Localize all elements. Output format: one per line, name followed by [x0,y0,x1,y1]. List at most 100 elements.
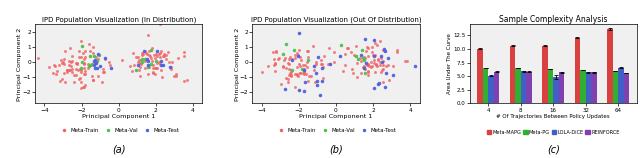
Bar [526,72,532,103]
Point [145,55,155,57]
Point [100,56,111,59]
Point [80,84,90,87]
Point [359,58,369,61]
Point [79,73,90,76]
Point [369,38,380,41]
Point [369,58,379,61]
Point [346,67,356,70]
Point [139,50,149,52]
Point [392,49,403,51]
Point [309,64,319,67]
Point [341,47,351,50]
Point [379,49,389,52]
Point [388,65,399,68]
Point [370,71,380,73]
Point [106,67,116,69]
Point [299,69,309,72]
Point [362,70,372,73]
Point [383,64,393,67]
Point [316,58,326,61]
Point [298,72,308,75]
Point [353,58,364,61]
Point [76,56,86,58]
Point [317,80,327,82]
Point [63,69,74,72]
Point [72,61,83,64]
Point [282,81,292,83]
Point [75,68,85,71]
Point [271,50,282,53]
Point [67,71,77,73]
Text: (b): (b) [329,145,343,155]
Point [378,68,388,71]
Legend: Meta-Train, Meta-Val, Meta-Test: Meta-Train, Meta-Val, Meta-Test [58,128,179,133]
Point [88,79,98,81]
Point [335,55,345,58]
Point [67,60,77,63]
Point [84,55,95,58]
Point [133,61,143,64]
X-axis label: Principal Component 1: Principal Component 1 [82,114,156,119]
Point [294,72,305,74]
Point [72,63,82,65]
Point [79,86,89,88]
Point [84,65,94,68]
Point [100,58,110,60]
Point [61,69,72,71]
Point [90,59,100,61]
Point [140,67,150,69]
Point [379,48,389,51]
Point [157,76,168,79]
Point [166,60,177,63]
Point [285,56,296,59]
Point [129,64,140,66]
Point [166,66,176,69]
Point [346,50,356,53]
Point [307,45,317,48]
Point [268,50,278,53]
Point [373,58,383,61]
Point [79,63,90,66]
Point [363,64,373,66]
Point [299,89,309,92]
Point [310,81,320,83]
Point [286,69,296,72]
Point [165,65,175,68]
Point [306,74,316,77]
Point [302,61,312,63]
Point [92,67,102,69]
Point [377,69,387,71]
Point [166,67,176,70]
Bar [591,72,596,103]
Point [339,53,349,55]
Point [87,75,97,78]
Point [368,54,378,57]
Point [355,56,365,59]
Point [342,47,353,49]
Point [79,67,89,69]
Point [157,63,168,66]
Point [284,58,294,61]
Point [301,73,312,76]
Point [156,64,166,67]
Point [317,62,327,65]
Point [292,52,302,54]
Point [62,69,72,72]
Point [257,71,268,74]
Point [51,73,61,76]
Point [362,46,372,48]
Point [140,50,150,52]
Point [76,71,86,73]
Point [78,52,88,55]
Point [315,94,325,96]
Point [360,57,370,60]
Point [325,63,335,65]
Point [378,80,388,83]
Point [299,67,309,70]
Point [362,64,372,66]
Point [361,62,371,64]
Point [271,51,281,54]
Point [287,59,298,61]
Point [144,50,154,52]
Point [303,59,314,62]
